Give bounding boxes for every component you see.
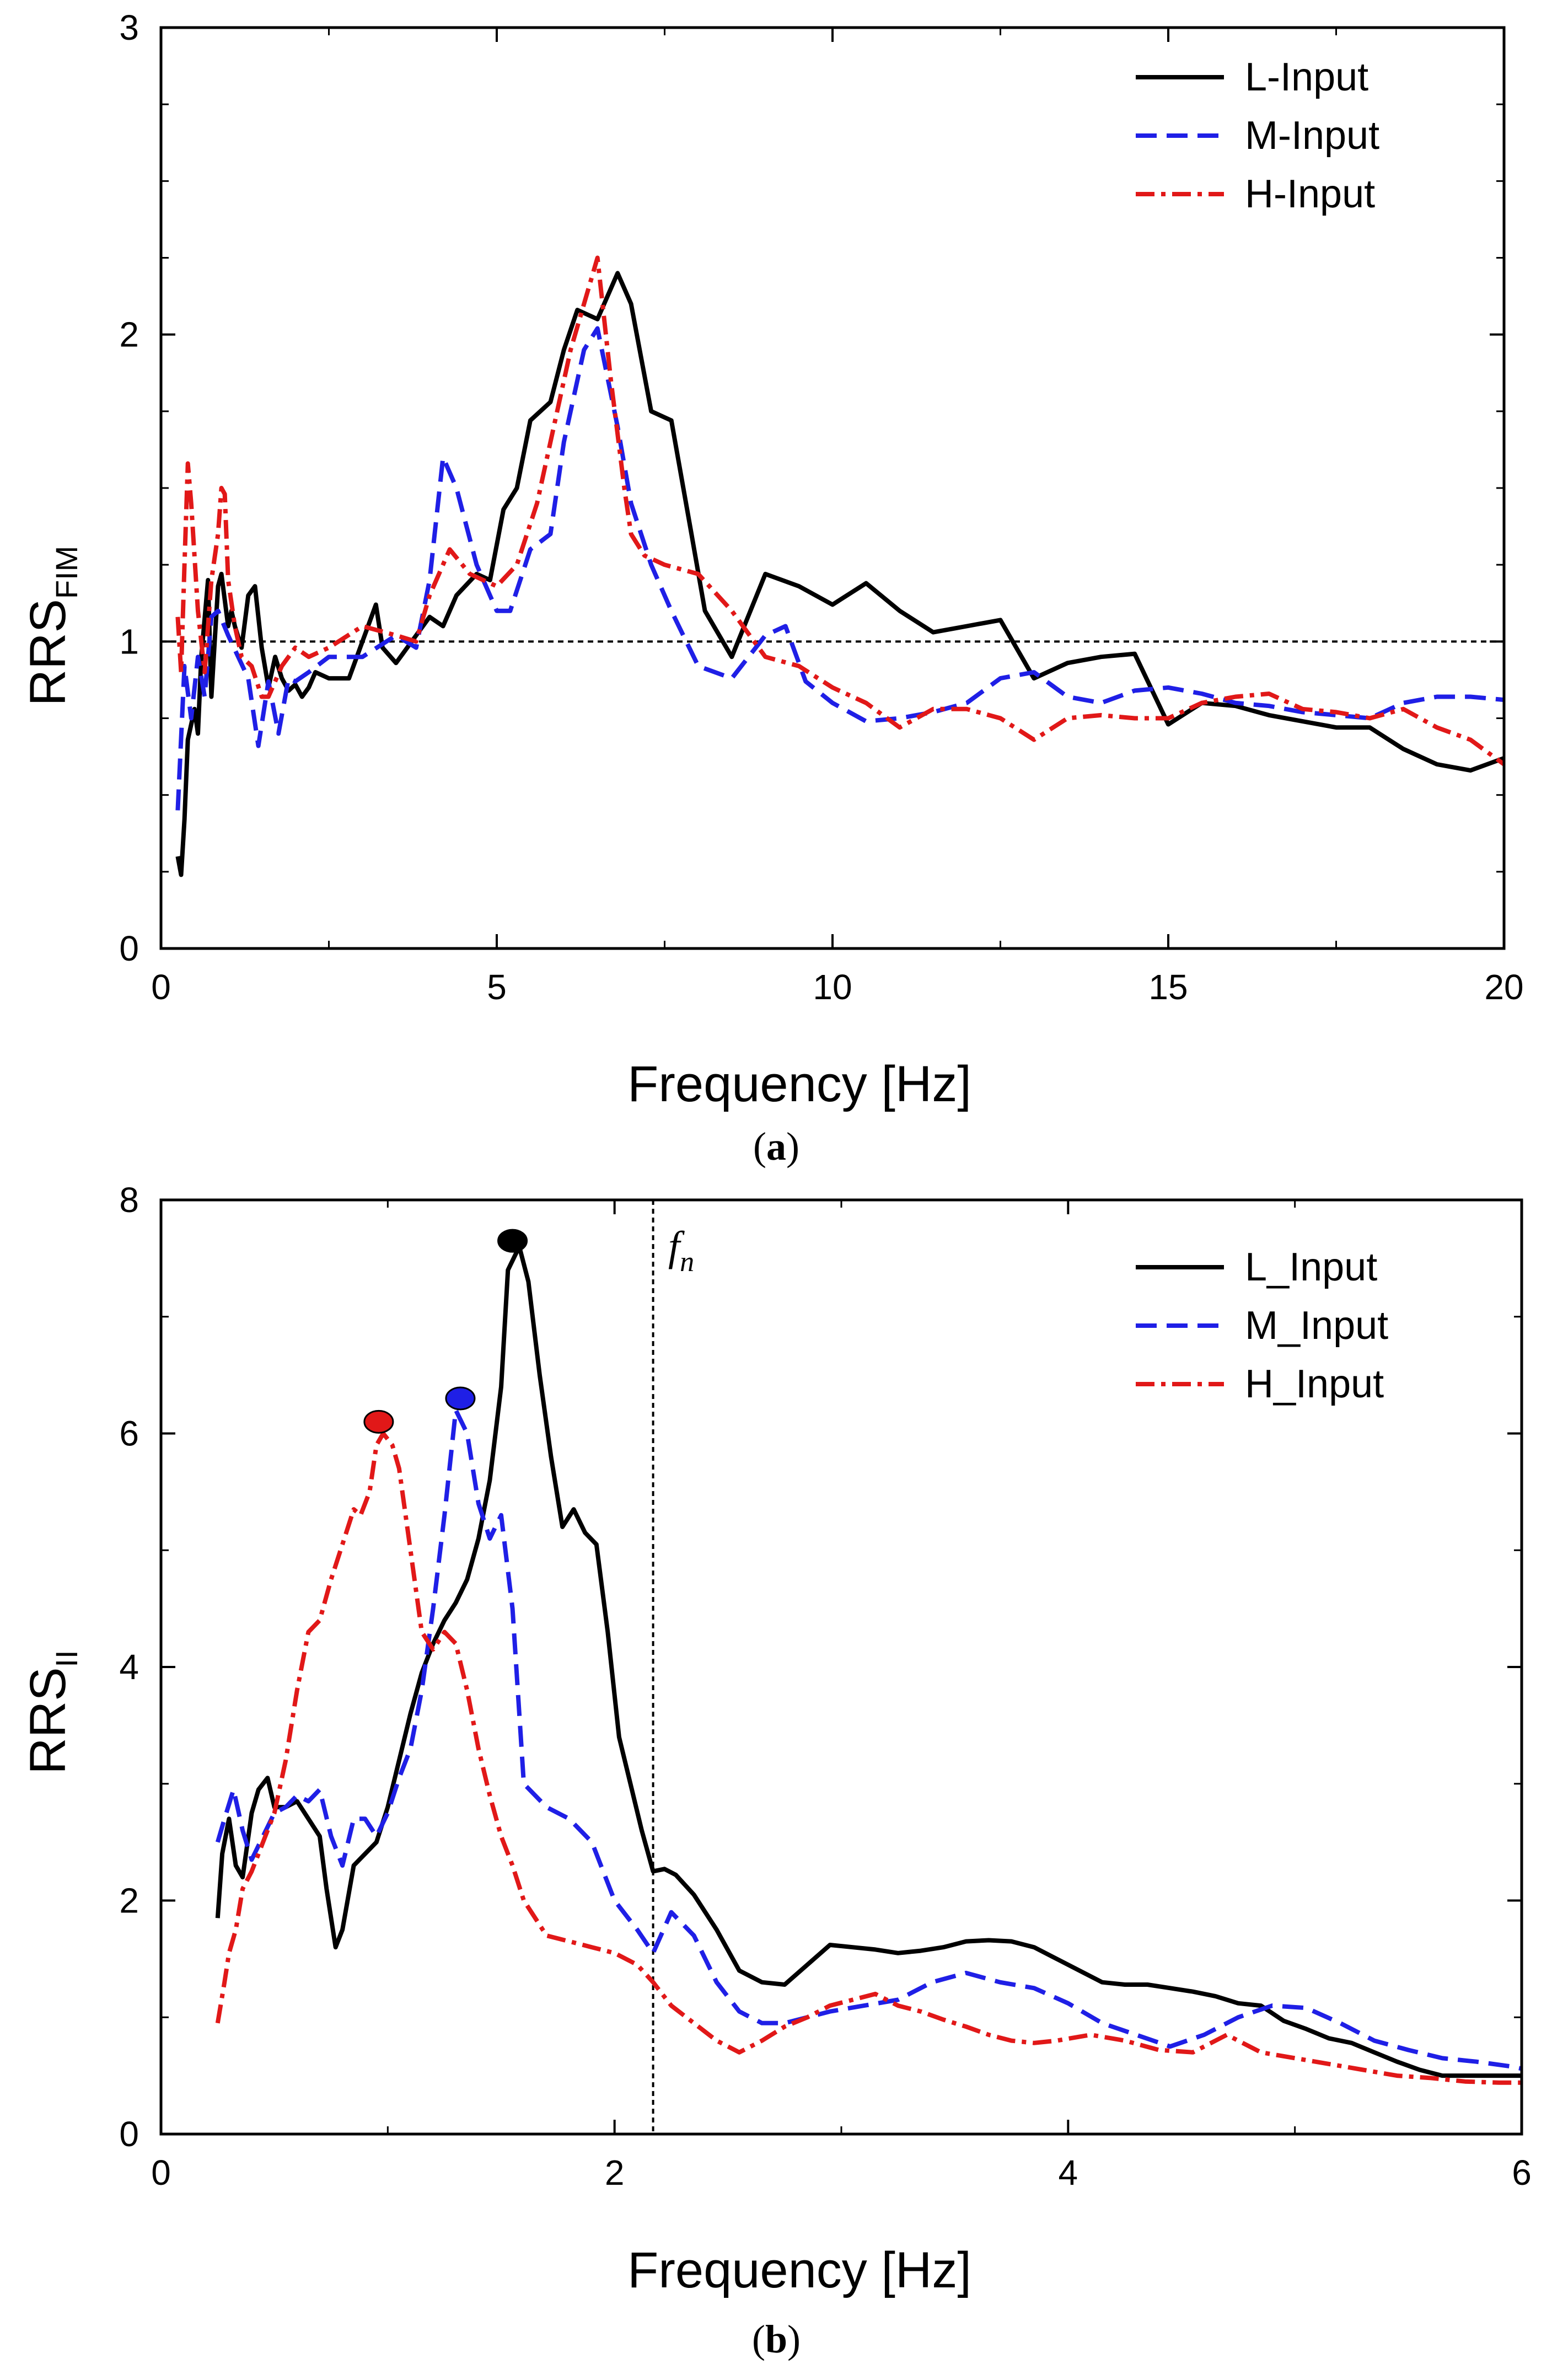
y-tick-label: 3 xyxy=(119,8,139,47)
y-tick-label: 0 xyxy=(119,2114,139,2154)
x-tick-label: 20 xyxy=(1484,967,1523,1007)
legend-b-label-l-input: L_Input xyxy=(1245,1245,1377,1289)
x-tick-label: 10 xyxy=(813,967,852,1007)
chart-b-y-tick-labels: 0 2 4 6 8 xyxy=(119,1180,139,2154)
legend-b-label-h-input: H_Input xyxy=(1245,1362,1384,1406)
chart-a-ticks xyxy=(160,26,1505,950)
legend-a-label-l-input: L-Input xyxy=(1245,55,1368,99)
fn-annotation: fn xyxy=(668,1223,694,1278)
chart-a-plot-frame xyxy=(159,26,1506,950)
chart-a-y-axis-label: RRSFIM xyxy=(20,546,84,706)
peak-marker-h-input xyxy=(363,1409,394,1434)
series-line-m-input xyxy=(215,1408,1522,2071)
peak-marker-m-input xyxy=(445,1386,476,1411)
chart-a-panel-label: (a) xyxy=(753,1124,799,1168)
chart-b-y-axis-label: RRSII xyxy=(20,1650,84,1774)
legend-a-label-h-input: H-Input xyxy=(1245,172,1375,216)
chart-b-series xyxy=(215,1244,1522,2085)
y-tick-label: 4 xyxy=(119,1647,139,1687)
chart-a-series xyxy=(175,255,1506,877)
series-line-h-input xyxy=(215,1431,1522,2085)
chart-a-legend: L-Input M-Input H-Input xyxy=(1136,55,1379,216)
y-tick-label: 0 xyxy=(119,929,139,968)
series-line-h-input xyxy=(175,255,1506,766)
x-tick-label: 6 xyxy=(1512,2153,1532,2193)
y-tick-label: 2 xyxy=(119,315,139,355)
y-tick-label: 8 xyxy=(119,1180,139,1220)
y-tick-label: 6 xyxy=(119,1414,139,1454)
peak-marker-l-input xyxy=(497,1229,528,1253)
x-tick-label: 4 xyxy=(1059,2153,1078,2193)
x-tick-label: 0 xyxy=(151,967,171,1007)
chart-a-x-tick-labels: 0 5 10 15 20 xyxy=(151,967,1523,1007)
series-line-l-input xyxy=(215,1244,1522,2078)
chart-b-x-tick-labels: 0 2 4 6 xyxy=(151,2153,1532,2193)
series-line-l-input xyxy=(175,271,1505,877)
x-tick-label: 0 xyxy=(151,2153,171,2193)
y-tick-label: 2 xyxy=(119,1881,139,1921)
chart-b-x-axis-label: Frequency [Hz] xyxy=(627,2242,971,2298)
x-tick-label: 5 xyxy=(487,967,507,1007)
chart-b-panel-label: (b) xyxy=(752,2317,801,2361)
y-tick-label: 1 xyxy=(119,621,139,661)
chart-a-x-axis-label: Frequency [Hz] xyxy=(627,1056,971,1112)
legend-a-label-m-input: M-Input xyxy=(1245,114,1379,158)
chart-b-legend: L_Input M_Input H_Input xyxy=(1136,1245,1388,1406)
x-tick-label: 2 xyxy=(605,2153,625,2193)
series-line-m-input xyxy=(175,326,1505,811)
chart-b: 0 2 4 6 0 2 4 6 8 fn Frequency [Hz] RRSII (b) L… xyxy=(20,1180,1532,2361)
chart-a-y-tick-labels: 0 1 2 3 xyxy=(119,8,139,968)
chart-b-peak-markers xyxy=(363,1229,528,1434)
chart-b-plot-frame xyxy=(159,1198,1523,2136)
legend-b-label-m-input: M_Input xyxy=(1245,1304,1388,1348)
x-tick-label: 15 xyxy=(1148,967,1188,1007)
